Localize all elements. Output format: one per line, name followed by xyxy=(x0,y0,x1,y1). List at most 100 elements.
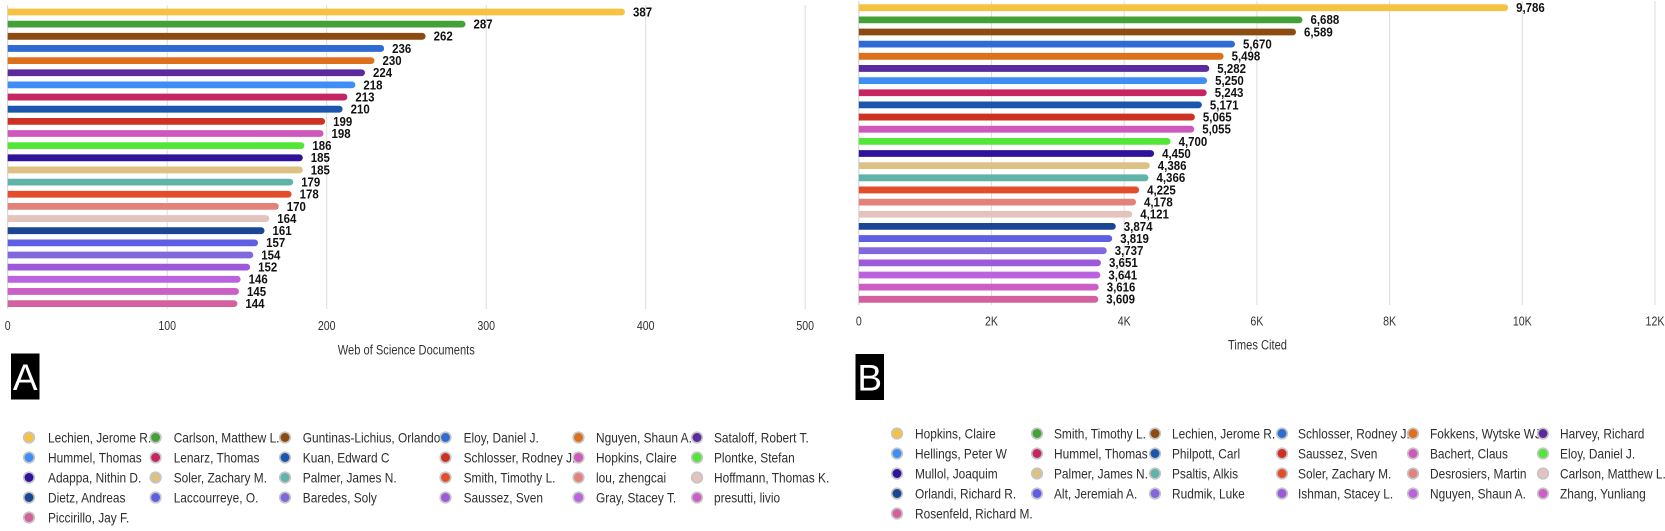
svg-text:161: 161 xyxy=(273,223,292,238)
svg-text:A: A xyxy=(13,357,38,398)
svg-text:0: 0 xyxy=(856,315,862,329)
svg-text:100: 100 xyxy=(158,319,176,333)
svg-text:5,670: 5,670 xyxy=(1243,37,1272,52)
svg-text:262: 262 xyxy=(434,29,453,44)
svg-text:3,819: 3,819 xyxy=(1120,231,1149,246)
svg-text:presutti, livio: presutti, livio xyxy=(714,489,780,505)
svg-text:5,171: 5,171 xyxy=(1210,97,1239,112)
svg-text:3,874: 3,874 xyxy=(1124,219,1153,234)
svg-text:Kuan, Edward C: Kuan, Edward C xyxy=(303,449,390,465)
svg-text:4K: 4K xyxy=(1118,315,1132,329)
svg-text:199: 199 xyxy=(333,114,352,129)
svg-text:157: 157 xyxy=(266,235,285,250)
svg-text:Soler, Zachary M.: Soler, Zachary M. xyxy=(174,469,267,485)
svg-text:Eloy, Daniel J.: Eloy, Daniel J. xyxy=(1560,445,1635,461)
svg-text:Soler, Zachary M.: Soler, Zachary M. xyxy=(1298,465,1391,481)
svg-text:6,589: 6,589 xyxy=(1304,24,1333,39)
svg-text:Lechien, Jerome R.: Lechien, Jerome R. xyxy=(1172,425,1275,441)
svg-text:Mullol, Joaquim: Mullol, Joaquim xyxy=(915,465,998,481)
svg-text:152: 152 xyxy=(258,260,277,275)
svg-text:Saussez, Sven: Saussez, Sven xyxy=(1298,445,1377,461)
svg-text:198: 198 xyxy=(332,126,351,141)
svg-text:Alt, Jeremiah A.: Alt, Jeremiah A. xyxy=(1054,485,1137,501)
svg-text:4,225: 4,225 xyxy=(1147,182,1176,197)
svg-text:Palmer, James N.: Palmer, James N. xyxy=(1054,465,1148,481)
svg-text:178: 178 xyxy=(300,187,319,202)
svg-text:Guntinas-Lichius, Orlando: Guntinas-Lichius, Orlando xyxy=(303,429,441,445)
svg-text:Bachert, Claus: Bachert, Claus xyxy=(1430,445,1508,461)
svg-text:Hummel, Thomas: Hummel, Thomas xyxy=(1054,445,1148,461)
svg-text:200: 200 xyxy=(318,319,336,333)
svg-text:Laccourreye, O.: Laccourreye, O. xyxy=(174,489,259,505)
svg-text:Harvey, Richard: Harvey, Richard xyxy=(1560,425,1644,441)
svg-text:500: 500 xyxy=(796,319,814,333)
svg-text:287: 287 xyxy=(474,17,493,32)
svg-text:Saussez, Sven: Saussez, Sven xyxy=(464,489,543,505)
svg-text:179: 179 xyxy=(301,175,320,190)
svg-text:8K: 8K xyxy=(1383,315,1397,329)
svg-text:Hopkins, Claire: Hopkins, Claire xyxy=(915,425,996,441)
svg-text:Rosenfeld, Richard M.: Rosenfeld, Richard M. xyxy=(915,505,1033,521)
svg-text:Baredes, Soly: Baredes, Soly xyxy=(303,489,377,505)
svg-text:218: 218 xyxy=(363,77,382,92)
svg-text:387: 387 xyxy=(633,4,652,19)
svg-text:Palmer, James N.: Palmer, James N. xyxy=(303,469,397,485)
svg-text:5,243: 5,243 xyxy=(1215,85,1244,100)
svg-text:4,700: 4,700 xyxy=(1179,134,1208,149)
svg-text:145: 145 xyxy=(247,284,266,299)
svg-text:164: 164 xyxy=(277,211,297,226)
svg-text:154: 154 xyxy=(261,247,281,262)
svg-text:Web of Science Documents: Web of Science Documents xyxy=(338,343,475,358)
svg-text:400: 400 xyxy=(637,319,655,333)
svg-text:Plontke, Stefan: Plontke, Stefan xyxy=(714,449,795,465)
svg-text:B: B xyxy=(857,358,882,399)
svg-text:3,616: 3,616 xyxy=(1107,280,1136,295)
svg-text:lou, zhengcai: lou, zhengcai xyxy=(596,469,666,485)
svg-text:Hoffmann, Thomas K.: Hoffmann, Thomas K. xyxy=(714,469,829,485)
svg-text:Psaltis, Alkis: Psaltis, Alkis xyxy=(1172,465,1238,481)
svg-text:185: 185 xyxy=(311,162,330,177)
svg-text:3,651: 3,651 xyxy=(1109,255,1138,270)
svg-text:3,609: 3,609 xyxy=(1106,292,1135,307)
svg-text:Piccirillo, Jay F.: Piccirillo, Jay F. xyxy=(48,509,129,525)
svg-text:Gray, Stacey T.: Gray, Stacey T. xyxy=(596,489,676,505)
svg-text:12K: 12K xyxy=(1646,315,1665,329)
svg-text:Hellings, Peter W: Hellings, Peter W xyxy=(915,445,1008,461)
svg-text:Rudmik, Luke: Rudmik, Luke xyxy=(1172,485,1245,501)
svg-text:Eloy, Daniel J.: Eloy, Daniel J. xyxy=(464,429,539,445)
svg-text:4,366: 4,366 xyxy=(1157,170,1186,185)
svg-text:213: 213 xyxy=(355,90,374,105)
svg-text:Lenarz, Thomas: Lenarz, Thomas xyxy=(174,449,260,465)
svg-text:Dietz, Andreas: Dietz, Andreas xyxy=(48,489,125,505)
svg-text:Smith, Timothy L.: Smith, Timothy L. xyxy=(464,469,556,485)
svg-text:Schlosser, Rodney J.: Schlosser, Rodney J. xyxy=(464,449,576,465)
svg-text:5,282: 5,282 xyxy=(1217,61,1246,76)
svg-text:6K: 6K xyxy=(1250,315,1264,329)
svg-text:Times Cited: Times Cited xyxy=(1228,338,1287,353)
svg-text:5,055: 5,055 xyxy=(1202,122,1231,137)
svg-text:Sataloff, Robert T.: Sataloff, Robert T. xyxy=(714,429,809,445)
svg-text:186: 186 xyxy=(312,138,331,153)
svg-text:5,498: 5,498 xyxy=(1232,49,1261,64)
svg-text:Philpott, Carl: Philpott, Carl xyxy=(1172,445,1240,461)
svg-text:224: 224 xyxy=(373,65,393,80)
svg-text:0: 0 xyxy=(5,319,11,333)
svg-text:4,386: 4,386 xyxy=(1158,158,1187,173)
svg-text:2K: 2K xyxy=(985,315,999,329)
svg-text:9,786: 9,786 xyxy=(1516,0,1545,15)
svg-text:236: 236 xyxy=(392,41,411,56)
svg-text:4,450: 4,450 xyxy=(1162,146,1191,161)
svg-text:5,250: 5,250 xyxy=(1215,73,1244,88)
svg-text:146: 146 xyxy=(249,272,268,287)
svg-text:Hopkins, Claire: Hopkins, Claire xyxy=(596,449,677,465)
svg-text:10K: 10K xyxy=(1513,315,1532,329)
svg-text:Smith, Timothy L.: Smith, Timothy L. xyxy=(1054,425,1146,441)
svg-text:Schlosser, Rodney J.: Schlosser, Rodney J. xyxy=(1298,425,1410,441)
svg-text:185: 185 xyxy=(311,150,330,165)
svg-text:4,178: 4,178 xyxy=(1144,195,1173,210)
svg-text:Fokkens, Wytske WJ: Fokkens, Wytske WJ xyxy=(1430,425,1541,441)
svg-text:Carlson, Matthew L.: Carlson, Matthew L. xyxy=(174,429,280,445)
svg-text:Hummel, Thomas: Hummel, Thomas xyxy=(48,449,142,465)
svg-text:Ishman, Stacey L.: Ishman, Stacey L. xyxy=(1298,485,1393,501)
svg-text:144: 144 xyxy=(245,296,265,311)
